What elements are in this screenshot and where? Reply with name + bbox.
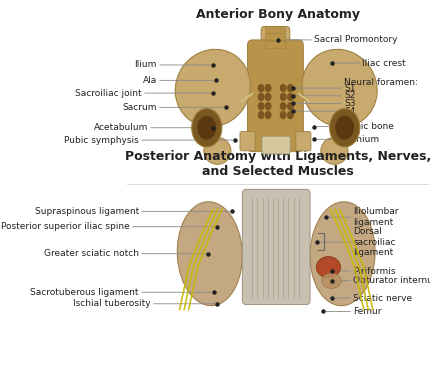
Text: Acetabulum: Acetabulum <box>93 123 147 132</box>
Ellipse shape <box>316 256 340 278</box>
Text: Femur: Femur <box>352 307 381 316</box>
Circle shape <box>265 112 270 118</box>
Ellipse shape <box>301 49 376 127</box>
Circle shape <box>280 85 285 92</box>
Circle shape <box>258 112 263 118</box>
Circle shape <box>265 103 270 110</box>
Text: Sacrum: Sacrum <box>122 103 157 112</box>
Text: Iliac crest: Iliac crest <box>361 59 405 68</box>
Ellipse shape <box>309 202 374 306</box>
FancyBboxPatch shape <box>265 34 285 41</box>
Circle shape <box>258 85 263 92</box>
Text: Posterior Anatomy with Ligaments, Nerves,
and Selected Muscles: Posterior Anatomy with Ligaments, Nerves… <box>124 150 430 178</box>
FancyBboxPatch shape <box>265 27 285 34</box>
Text: Pubic symphysis: Pubic symphysis <box>64 135 138 145</box>
Text: Ischium: Ischium <box>343 135 378 144</box>
Circle shape <box>287 103 292 110</box>
Circle shape <box>280 94 285 100</box>
Ellipse shape <box>191 109 221 147</box>
Circle shape <box>258 103 263 110</box>
Ellipse shape <box>329 109 359 147</box>
Circle shape <box>287 112 292 118</box>
Circle shape <box>265 85 270 92</box>
Text: S3: S3 <box>343 99 355 108</box>
Text: Sacrotuberous ligament: Sacrotuberous ligament <box>30 288 138 297</box>
Circle shape <box>258 94 263 100</box>
Circle shape <box>280 112 285 118</box>
Text: S1: S1 <box>343 83 355 93</box>
Text: Anterior Bony Anatomy: Anterior Bony Anatomy <box>195 9 359 21</box>
Ellipse shape <box>203 137 230 165</box>
FancyBboxPatch shape <box>261 136 289 154</box>
Text: Supraspinous ligament: Supraspinous ligament <box>34 207 138 216</box>
Text: Sciatic nerve: Sciatic nerve <box>352 293 412 303</box>
FancyBboxPatch shape <box>295 132 310 151</box>
Text: Sacroiliac joint: Sacroiliac joint <box>75 88 141 97</box>
Ellipse shape <box>177 202 242 306</box>
Text: Piriformis: Piriformis <box>352 267 395 275</box>
Text: Ala: Ala <box>142 76 157 85</box>
FancyBboxPatch shape <box>242 189 309 305</box>
Circle shape <box>265 94 270 100</box>
Text: Dorsal
sacroiliac
ligament: Dorsal sacroiliac ligament <box>352 227 395 257</box>
Circle shape <box>287 85 292 92</box>
Ellipse shape <box>321 273 341 288</box>
FancyBboxPatch shape <box>261 26 289 55</box>
Text: Posterior superior iliac spine: Posterior superior iliac spine <box>1 222 129 231</box>
Text: Ischial tuberosity: Ischial tuberosity <box>73 299 150 308</box>
FancyBboxPatch shape <box>265 42 285 48</box>
FancyBboxPatch shape <box>240 132 255 151</box>
Text: Pubic bone: Pubic bone <box>343 122 393 131</box>
Circle shape <box>280 103 285 110</box>
FancyBboxPatch shape <box>247 40 303 152</box>
Ellipse shape <box>175 49 250 127</box>
Ellipse shape <box>335 116 353 139</box>
Text: S2: S2 <box>343 91 355 100</box>
Text: S4: S4 <box>343 107 355 116</box>
Text: Greater sciatic notch: Greater sciatic notch <box>44 249 138 258</box>
Text: Sacral Promontory: Sacral Promontory <box>313 35 396 44</box>
Text: Obturator internus: Obturator internus <box>352 276 430 285</box>
Text: Ilium: Ilium <box>134 61 157 69</box>
Text: Neural foramen:: Neural foramen: <box>343 78 417 87</box>
Ellipse shape <box>320 137 347 165</box>
Text: Iliolumbar
ligament: Iliolumbar ligament <box>352 208 398 227</box>
Circle shape <box>287 94 292 100</box>
Ellipse shape <box>197 116 215 139</box>
